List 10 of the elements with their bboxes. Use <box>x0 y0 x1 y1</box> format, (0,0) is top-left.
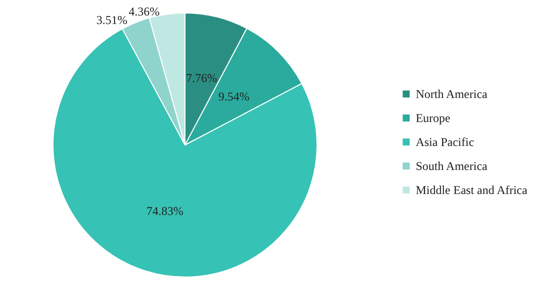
data-label: 4.36% <box>128 4 160 18</box>
legend-label: South America <box>416 159 488 173</box>
legend-label: Asia Pacific <box>416 135 474 149</box>
legend-label: Europe <box>416 111 450 125</box>
data-label: 7.76% <box>186 71 218 86</box>
data-label: 9.54% <box>218 89 250 104</box>
data-label: 3.51% <box>96 12 128 27</box>
data-label: 74.83% <box>146 204 184 218</box>
legend-label: Middle East and Africa <box>416 183 528 197</box>
legend-label: North America <box>416 87 488 101</box>
